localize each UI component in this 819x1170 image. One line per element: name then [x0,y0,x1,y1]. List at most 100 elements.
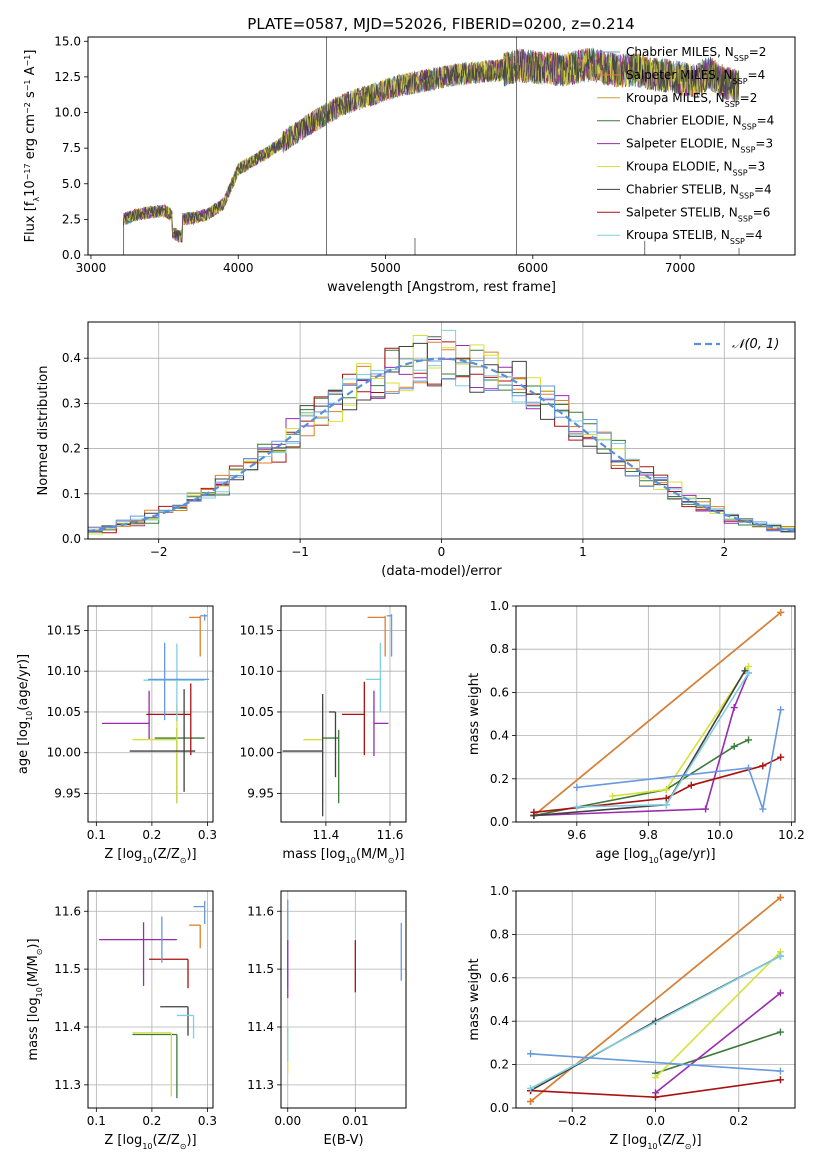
y-tick-label: 0.4 [490,1014,509,1028]
legend-entry: Salpeter MILES, NSSP=4 [626,68,765,86]
mass-weight-marker [573,783,581,791]
mass-weight-marker [776,989,784,997]
plot-frame [87,605,214,823]
residual-histogram [88,329,795,533]
label-part: Flux [f [23,201,38,242]
y-tick-label: 0.2 [490,772,509,786]
y-tick-label: 5.0 [62,177,81,191]
y-tick-label: 15.0 [54,34,81,48]
x-tick-label: 0.3 [198,1114,217,1128]
mass-weight-marker [527,1097,535,1105]
y-tick-label: 0.4 [62,351,81,365]
mass-weight-marker [702,805,710,813]
label-part: age [log [595,847,648,862]
label-part: ⊙ [180,856,187,865]
spectrum-model-line [123,47,740,243]
legend-text: Salpeter STELIB, N [626,205,738,219]
y-tick-label: 10.15 [47,623,81,637]
label-part: (Z/Z [153,847,180,862]
x-axis-label: Z [log10(Z/Z⊙)] [609,1133,701,1151]
mass-weight-line [530,955,781,1090]
x-tick-label: 0.2 [142,1114,161,1128]
y-axis-label: mass weight [467,958,482,1040]
y-tick-label: 0.2 [62,442,81,456]
y-tick-label: 0.8 [490,927,509,941]
label-part: ⊙ [388,856,395,865]
x-tick-label: 0.1 [87,828,106,842]
x-tick-label: 0.3 [198,828,217,842]
y-tick-label: 12.5 [54,70,81,84]
label-part: Z [log [609,1133,647,1148]
mass-weight-marker [662,794,670,802]
mass-weight-line [533,739,749,817]
label-part: )] [186,1133,196,1148]
mass-weight-marker [759,762,767,770]
legend-count: =3 [748,160,766,174]
mass-weight-marker [776,1067,784,1075]
y-tick-label: 9.95 [247,786,274,800]
legend-sub: SSP [733,168,748,177]
label-part: 10 [142,1142,152,1151]
legend-count: =6 [753,205,771,219]
x-tick-label: 4000 [223,261,254,275]
x-tick-label: 5000 [370,261,401,275]
legend-text: Chabrier STELIB, N [626,182,739,196]
y-tick-label: 10.05 [240,705,274,719]
x-tick-label: 1 [579,545,587,559]
y-tick-label: 0.3 [62,396,81,410]
label-part: Z [log [104,1133,142,1148]
label-part: 10 [346,856,356,865]
y-tick-label: 11.4 [247,1020,274,1034]
legend-entry: Kroupa STELIB, NSSP=4 [626,228,763,246]
label-part: −2 [23,102,32,114]
mass-vs-ebv-panel: 0.00 0.01 11.3 11.4 11.5 11.6 E(B-V) [247,890,407,1148]
x-tick-label: 10.2 [778,828,805,842]
mass-weight-marker [776,952,784,960]
mass-weight-line [576,672,750,808]
x-tick-label: 0.2 [729,1114,748,1128]
legend-count: =4 [748,68,766,82]
mass-weight-marker [745,736,752,744]
y-tick-label: 0.0 [62,248,81,262]
mass-weight-line [654,951,781,1079]
mass-weight-line [533,672,750,817]
mass-weight-line [576,709,782,813]
y-tick-label: 2.5 [62,212,81,226]
label-part: ⊙ [685,1142,692,1151]
y-tick-label: 10.00 [47,746,81,760]
label-part: mass [log [26,997,41,1060]
legend-count: =4 [754,182,772,196]
label-part: mass [log [282,847,345,862]
x-axis-label: E(B-V) [323,1133,363,1148]
spectrum-lines [122,37,740,255]
label-part: 10 [142,856,152,865]
y-axis-label: age [log10(age/yr)] [16,654,34,774]
x-axis-label: Z [log10(Z/Z⊙)] [104,847,196,865]
x-tick-label: 11.6 [377,828,404,842]
x-tick-label: 7000 [665,261,696,275]
x-tick-label: 10.0 [707,828,734,842]
mass-weight-marker [777,753,785,761]
mass-weight-marker [730,704,738,712]
figure-title: PLATE=0587, MJD=52026, FIBERID=0200, z=0… [247,15,634,33]
label-part: 10 [647,1142,657,1151]
y-tick-label: 0.6 [490,971,509,985]
label-part: Normed distribution [36,366,51,496]
mass-weight-marker [687,781,695,789]
label-part: Z [log [104,847,142,862]
spectrum-panel: 3000 4000 5000 6000 7000 0.0 2.5 5.0 7.5 10.0 12.5… [23,34,796,295]
y-tick-label: 11.4 [54,1020,81,1034]
mass-weight-marker [652,1074,659,1082]
y-tick-label: 10.10 [240,664,274,678]
mass-weight-marker [730,742,738,750]
y-tick-label: 10.15 [240,623,274,637]
legend-sub: SSP [738,214,753,223]
x-tick-label: 0.2 [142,828,161,842]
label-part: λ [32,197,41,202]
x-tick-label: 0.01 [342,1114,369,1128]
residual-histogram [88,360,795,537]
label-part: E(B-V) [323,1133,363,1148]
